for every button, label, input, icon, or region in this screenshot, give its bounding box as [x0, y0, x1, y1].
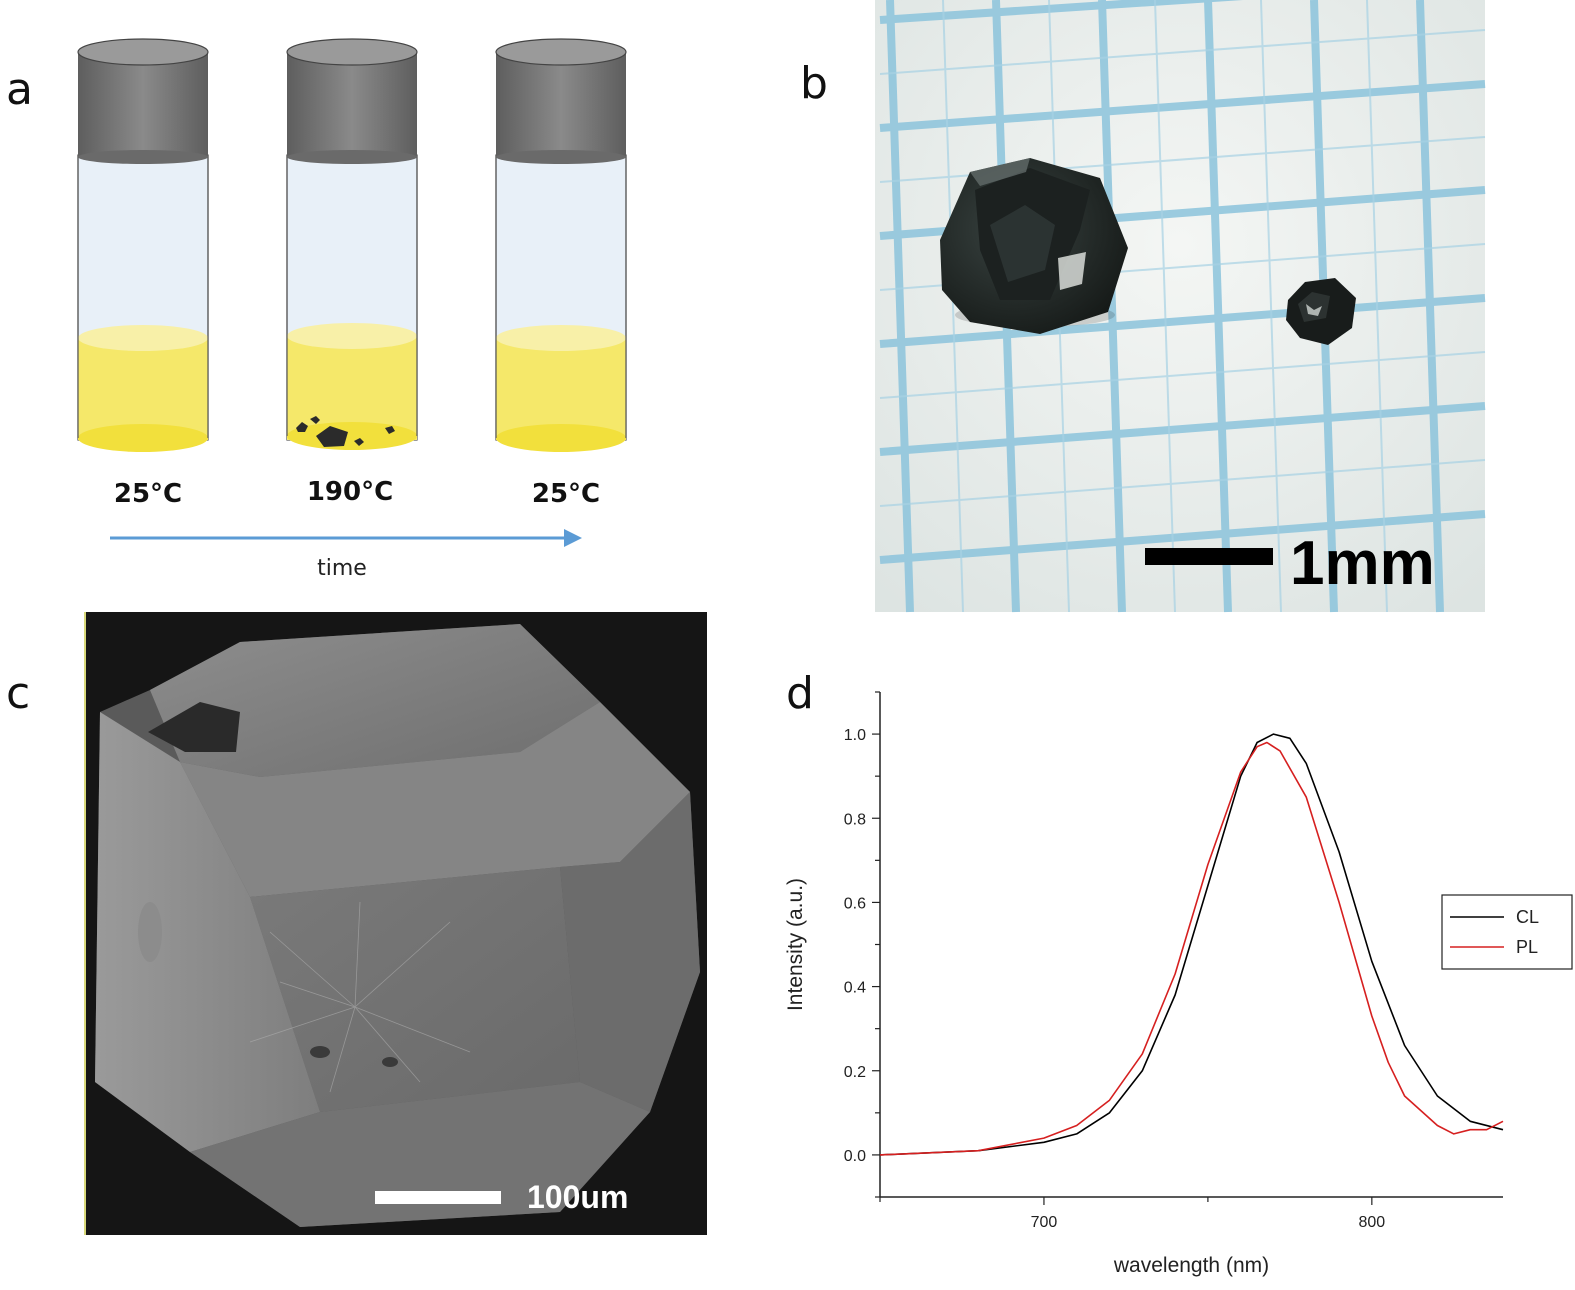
y-tick-label: 0.8: [844, 811, 866, 828]
x-tick-label: 700: [1031, 1214, 1058, 1231]
y-tick-label: 1.0: [844, 727, 866, 744]
time-arrow: [110, 529, 582, 547]
x-tick-label: 800: [1358, 1214, 1385, 1231]
small-crystal: [1286, 278, 1356, 345]
panel-a: a 25°C: [0, 0, 780, 600]
crystals-in-vial: [296, 416, 395, 447]
panel-d: d 0.0 0.2 0.4 0.6 0.8 1.0 700 800 wavelength (nm…: [780, 612, 1575, 1290]
time-arrow-label: time: [317, 556, 367, 581]
scale-bar-c-label: 100um: [527, 1179, 628, 1215]
vial-schematic: 25°C 190°C: [77, 38, 627, 581]
scale-bar-b: [1145, 548, 1273, 565]
y-tick-label: 0.4: [844, 980, 866, 997]
vial-1: 25°C: [77, 38, 209, 509]
x-axis-title: wavelength (nm): [1113, 1254, 1269, 1277]
panel-d-letter: d: [786, 668, 814, 719]
y-tick-label: 0.2: [844, 1064, 866, 1081]
panel-b: b: [790, 0, 1575, 615]
legend-label-cl: CL: [1516, 907, 1539, 927]
series-line-pl: [879, 741, 1504, 1156]
large-crystal: [940, 158, 1128, 334]
vial-3-temperature: 25°C: [532, 479, 600, 509]
legend-label-pl: PL: [1516, 937, 1538, 957]
vial-3: 25°C: [495, 38, 627, 509]
vial-1-temperature: 25°C: [114, 479, 182, 509]
series-line-cl: [879, 733, 1504, 1156]
panel-c-letter: c: [6, 668, 31, 719]
spectrum-chart: 0.0 0.2 0.4 0.6 0.8 1.0 700 800 wavelength (nm) I…: [784, 691, 1573, 1277]
scale-bar-c: [375, 1191, 501, 1204]
vial-2-temperature: 190°C: [307, 477, 393, 507]
panel-a-letter: a: [6, 64, 33, 115]
y-tick-label: 0.0: [844, 1148, 866, 1165]
sem-crystal: [95, 624, 700, 1227]
panel-b-letter: b: [800, 58, 828, 109]
y-axis-title: Intensity (a.u.): [784, 878, 807, 1011]
panel-c: c: [0, 612, 780, 1290]
sem-image: 100um: [84, 612, 707, 1235]
scale-bar-b-label: 1mm: [1290, 529, 1435, 598]
legend-box: [1441, 894, 1573, 970]
vial-2: 190°C: [286, 38, 418, 507]
crystal-photo: 1mm: [875, 0, 1486, 613]
y-tick-label: 0.6: [844, 895, 866, 912]
